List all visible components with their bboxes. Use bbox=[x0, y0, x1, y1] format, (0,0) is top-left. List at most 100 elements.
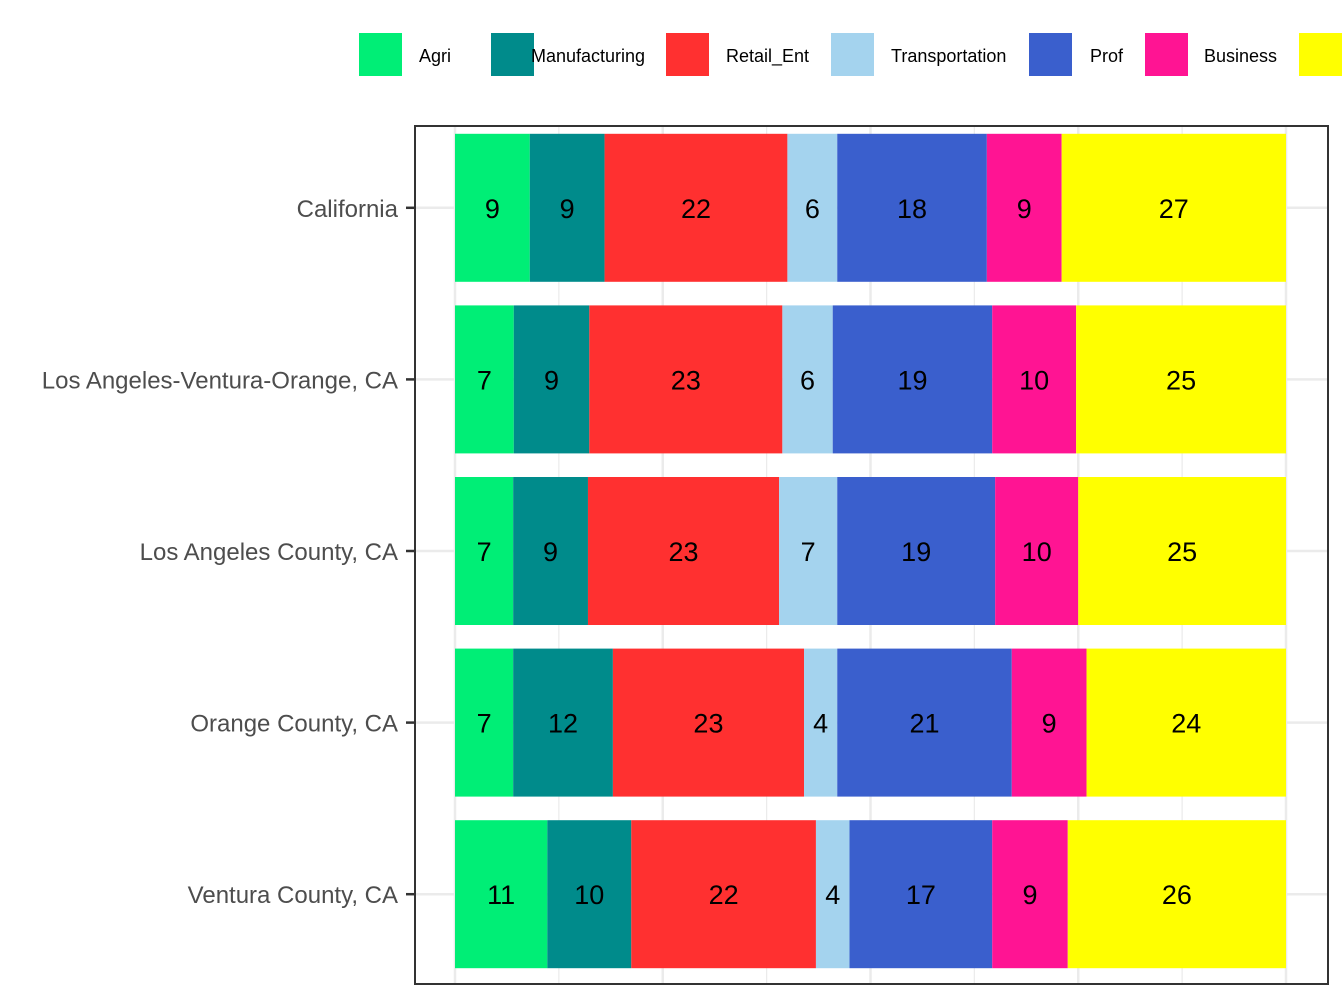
data-label: 22 bbox=[709, 880, 739, 910]
bar-row: 7 12 23 4 21 9 24 bbox=[455, 648, 1286, 797]
data-label: 7 bbox=[477, 537, 492, 567]
legend-item: Agri bbox=[359, 33, 451, 76]
legend-label: Prof bbox=[1090, 46, 1124, 66]
y-tick-label: Los Angeles-Ventura-Orange, CA bbox=[42, 367, 398, 394]
data-label: 10 bbox=[1022, 537, 1052, 567]
data-label: 24 bbox=[1171, 709, 1201, 739]
bar-segment bbox=[587, 477, 780, 625]
y-tick-label: Ventura County, CA bbox=[188, 882, 398, 909]
bar-segment bbox=[995, 477, 1079, 625]
legend-label: Business bbox=[1204, 46, 1277, 66]
legend-swatch bbox=[666, 33, 709, 76]
plot-border bbox=[414, 125, 1329, 985]
data-label: 9 bbox=[1042, 709, 1057, 739]
legend-item bbox=[1299, 33, 1342, 76]
bar-segment bbox=[513, 305, 590, 454]
data-label: 4 bbox=[813, 709, 828, 739]
bar-segment bbox=[992, 820, 1068, 969]
bar-segment bbox=[837, 648, 1012, 797]
data-label: 9 bbox=[543, 537, 558, 567]
data-label: 7 bbox=[477, 709, 492, 739]
data-label: 9 bbox=[1017, 194, 1032, 224]
bar-segment bbox=[1067, 820, 1286, 969]
legend-swatch bbox=[359, 33, 402, 76]
bar-segment bbox=[455, 133, 530, 282]
data-label: 22 bbox=[681, 194, 711, 224]
bar-segment bbox=[1061, 133, 1286, 282]
data-label: 26 bbox=[1162, 880, 1192, 910]
legend-label: Agri bbox=[419, 46, 451, 66]
data-label: 27 bbox=[1159, 194, 1189, 224]
bar-segment bbox=[1086, 648, 1286, 797]
data-label: 4 bbox=[825, 880, 840, 910]
bar-segment bbox=[804, 648, 838, 797]
bar-segment bbox=[455, 477, 514, 625]
y-tick-label: Orange County, CA bbox=[190, 711, 398, 738]
legend-swatch bbox=[1029, 33, 1072, 76]
bar-segment bbox=[455, 648, 514, 797]
legend-label: Transportation bbox=[891, 46, 1006, 66]
data-label: 18 bbox=[897, 194, 927, 224]
data-label: 12 bbox=[548, 709, 578, 739]
data-label: 10 bbox=[574, 880, 604, 910]
bar-segment bbox=[513, 648, 613, 797]
bar-segment bbox=[782, 305, 833, 454]
bar-segment bbox=[529, 133, 605, 282]
legend-swatch bbox=[1299, 33, 1342, 76]
legend-item: Prof bbox=[1029, 33, 1124, 76]
bar-segment bbox=[787, 133, 838, 282]
bar-segment bbox=[992, 305, 1077, 454]
bar-segment bbox=[612, 648, 805, 797]
data-label: 23 bbox=[693, 709, 723, 739]
data-label: 6 bbox=[805, 194, 820, 224]
bars: 9 9 22 6 18 9 27 7 9 23 6 19 10 25 7 9 23 7 19 10 25 7 12 23 4 21… bbox=[455, 133, 1286, 969]
bar-segment bbox=[849, 820, 993, 969]
data-label: 7 bbox=[477, 365, 492, 395]
legend-item: Business bbox=[1145, 33, 1277, 76]
bar-segment bbox=[455, 820, 548, 969]
bar-segment bbox=[513, 477, 588, 625]
legend: Agri Manufacturing Retail_Ent Transportatio… bbox=[359, 33, 1342, 76]
data-label: 6 bbox=[800, 365, 815, 395]
bar-segment bbox=[815, 820, 850, 969]
data-label: 17 bbox=[906, 880, 936, 910]
legend-item: Retail_Ent bbox=[666, 33, 809, 76]
data-label: 9 bbox=[485, 194, 500, 224]
data-label: 19 bbox=[897, 365, 927, 395]
legend-label: Manufacturing bbox=[531, 46, 645, 66]
data-label: 11 bbox=[487, 880, 515, 910]
y-tick-label: California bbox=[297, 196, 399, 223]
data-label: 10 bbox=[1019, 365, 1049, 395]
data-label: 21 bbox=[909, 709, 939, 739]
y-tick-label: Los Angeles County, CA bbox=[140, 539, 398, 566]
data-label: 19 bbox=[901, 537, 931, 567]
bar-segment bbox=[589, 305, 783, 454]
legend-item: Transportation bbox=[831, 33, 1006, 76]
data-label: 7 bbox=[801, 537, 816, 567]
data-label: 9 bbox=[544, 365, 559, 395]
data-label: 25 bbox=[1166, 365, 1196, 395]
bar-row: 11 10 22 4 17 9 26 bbox=[455, 820, 1286, 969]
bar-segment bbox=[779, 477, 838, 625]
data-label: 25 bbox=[1167, 537, 1197, 567]
bar-row: 7 9 23 6 19 10 25 bbox=[455, 305, 1286, 454]
bar-segment bbox=[837, 477, 996, 625]
legend-item: Manufacturing bbox=[491, 33, 645, 76]
bar-segment bbox=[837, 133, 987, 282]
bar-segment bbox=[986, 133, 1062, 282]
bar-segment bbox=[547, 820, 632, 969]
legend-label: Retail_Ent bbox=[726, 46, 809, 67]
data-label: 23 bbox=[671, 365, 701, 395]
legend-swatch bbox=[831, 33, 874, 76]
data-label: 9 bbox=[560, 194, 575, 224]
legend-swatch bbox=[491, 33, 534, 76]
bar-segment bbox=[1078, 477, 1286, 625]
legend-swatch bbox=[1145, 33, 1188, 76]
bar-row: 9 9 22 6 18 9 27 bbox=[455, 133, 1286, 282]
bar-segment bbox=[604, 133, 788, 282]
bar-segment bbox=[631, 820, 816, 969]
bar-segment bbox=[455, 305, 514, 454]
bar-row: 7 9 23 7 19 10 25 bbox=[455, 477, 1286, 625]
y-axis: California Los Angeles-Ventura-Orange, CA… bbox=[42, 196, 415, 909]
